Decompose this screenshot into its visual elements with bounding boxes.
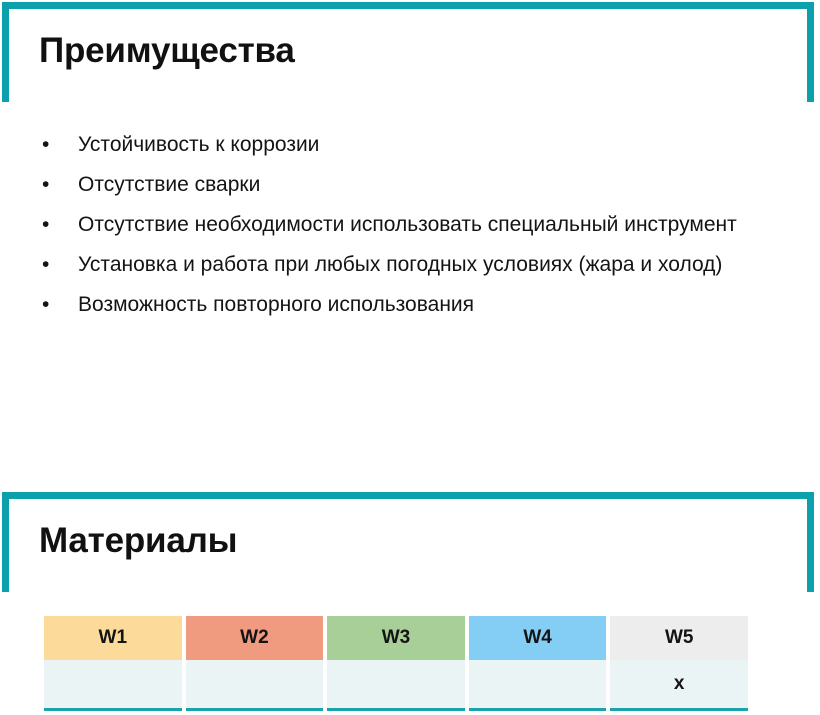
materials-table-head: W1 W2 W3 W4 W5 — [44, 616, 748, 660]
materials-cell: x — [610, 660, 748, 711]
bullet-dot-icon: • — [42, 133, 50, 156]
bullet-dot-icon: • — [42, 213, 50, 236]
bullet-dot-icon: • — [42, 253, 50, 276]
table-row: x — [44, 660, 748, 711]
materials-header-frame: Материалы — [2, 492, 814, 592]
list-item: • Отсутствие сварки — [34, 165, 820, 205]
materials-title: Материалы — [39, 521, 238, 560]
bullet-dot-icon: • — [42, 293, 50, 316]
advantages-bullet-list: • Устойчивость к коррозии • Отсутствие свар… — [34, 125, 820, 325]
materials-table: W1 W2 W3 W4 W5 x — [40, 616, 752, 711]
list-item-label: Отсутствие сварки — [78, 173, 261, 196]
materials-column-header-w4: W4 — [468, 616, 607, 660]
materials-cell — [185, 660, 324, 711]
list-item-label: Установка и работа при любых погодных ус… — [78, 253, 723, 276]
materials-column-header-w3: W3 — [327, 616, 465, 660]
advantages-title: Преимущества — [39, 31, 295, 70]
materials-column-header-w1: W1 — [44, 616, 182, 660]
materials-table-body: x — [44, 660, 748, 711]
materials-cell — [327, 660, 465, 711]
bullet-dot-icon: • — [42, 173, 50, 196]
list-item: • Отсутствие необходимости использовать с… — [34, 205, 820, 245]
list-item: • Возможность повторного использования — [34, 285, 820, 325]
materials-cell — [44, 660, 182, 711]
list-item-label: Отсутствие необходимости использовать сп… — [78, 213, 737, 236]
list-item-label: Возможность повторного использования — [78, 293, 475, 316]
list-item-label: Устойчивость к коррозии — [78, 133, 320, 156]
list-item: • Установка и работа при любых погодных у… — [34, 245, 820, 285]
materials-cell — [468, 660, 607, 711]
materials-header-row: W1 W2 W3 W4 W5 — [44, 616, 748, 660]
materials-column-header-w5: W5 — [610, 616, 748, 660]
advantages-header-frame: Преимущества — [2, 2, 814, 102]
list-item: • Устойчивость к коррозии — [34, 125, 820, 165]
materials-column-header-w2: W2 — [185, 616, 324, 660]
